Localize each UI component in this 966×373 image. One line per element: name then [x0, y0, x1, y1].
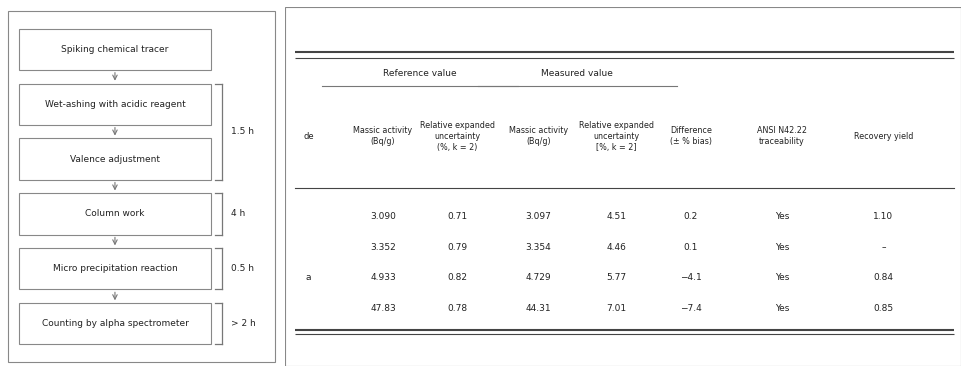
Text: 4.729: 4.729	[526, 273, 552, 282]
Text: 0.5 h: 0.5 h	[231, 264, 254, 273]
Text: 0.78: 0.78	[447, 304, 468, 313]
Text: 4 h: 4 h	[231, 210, 244, 219]
Text: ANSI N42.22
traceability: ANSI N42.22 traceability	[757, 126, 807, 146]
Text: de: de	[303, 132, 314, 141]
Text: Yes: Yes	[775, 213, 789, 222]
Text: Relative expanded
uncertainty
[%, k = 2]: Relative expanded uncertainty [%, k = 2]	[579, 121, 654, 151]
Text: 1.10: 1.10	[873, 213, 894, 222]
Text: Wet-ashing with acidic reagent: Wet-ashing with acidic reagent	[44, 100, 185, 109]
Text: 4.933: 4.933	[370, 273, 396, 282]
Bar	[18, 248, 212, 289]
Text: 0.79: 0.79	[447, 243, 468, 252]
Text: Counting by alpha spectrometer: Counting by alpha spectrometer	[42, 319, 188, 328]
Text: Yes: Yes	[775, 304, 789, 313]
Text: Measured value: Measured value	[542, 69, 613, 78]
Text: 44.31: 44.31	[526, 304, 552, 313]
Text: 47.83: 47.83	[370, 304, 396, 313]
Text: 7.01: 7.01	[607, 304, 626, 313]
Text: Difference
(± % bias): Difference (± % bias)	[669, 126, 712, 146]
Text: −7.4: −7.4	[680, 304, 701, 313]
Bar	[18, 138, 212, 180]
Text: 4.46: 4.46	[607, 243, 626, 252]
Text: 3.090: 3.090	[370, 213, 396, 222]
Text: 0.71: 0.71	[447, 213, 468, 222]
Text: Massic activity
(Bq/g): Massic activity (Bq/g)	[354, 126, 412, 146]
Text: Valence adjustment: Valence adjustment	[70, 154, 160, 163]
Text: Column work: Column work	[85, 210, 145, 219]
Bar	[18, 193, 212, 235]
Text: 1.5 h: 1.5 h	[231, 127, 254, 136]
Text: 0.85: 0.85	[873, 304, 894, 313]
Text: Spiking chemical tracer: Spiking chemical tracer	[61, 45, 169, 54]
Text: Recovery yield: Recovery yield	[854, 132, 913, 141]
Bar	[18, 303, 212, 344]
Text: 4.51: 4.51	[607, 213, 626, 222]
Text: –: –	[881, 243, 886, 252]
Text: 0.84: 0.84	[873, 273, 894, 282]
Text: 3.352: 3.352	[370, 243, 396, 252]
Text: a: a	[306, 273, 311, 282]
Text: 3.354: 3.354	[526, 243, 552, 252]
Text: 0.1: 0.1	[684, 243, 697, 252]
Text: Yes: Yes	[775, 243, 789, 252]
Text: 0.82: 0.82	[447, 273, 468, 282]
Text: Micro precipitation reaction: Micro precipitation reaction	[52, 264, 178, 273]
Text: 5.77: 5.77	[607, 273, 626, 282]
Bar	[18, 84, 212, 125]
Text: Relative expanded
uncertainty
(%, k = 2): Relative expanded uncertainty (%, k = 2)	[420, 121, 495, 151]
Text: 3.097: 3.097	[526, 213, 552, 222]
Text: > 2 h: > 2 h	[231, 319, 255, 328]
Bar	[18, 29, 212, 70]
Text: Yes: Yes	[775, 273, 789, 282]
Text: Reference value: Reference value	[384, 69, 457, 78]
Text: Massic activity
(Bq/g): Massic activity (Bq/g)	[509, 126, 568, 146]
Text: −4.1: −4.1	[680, 273, 701, 282]
Text: 0.2: 0.2	[684, 213, 697, 222]
